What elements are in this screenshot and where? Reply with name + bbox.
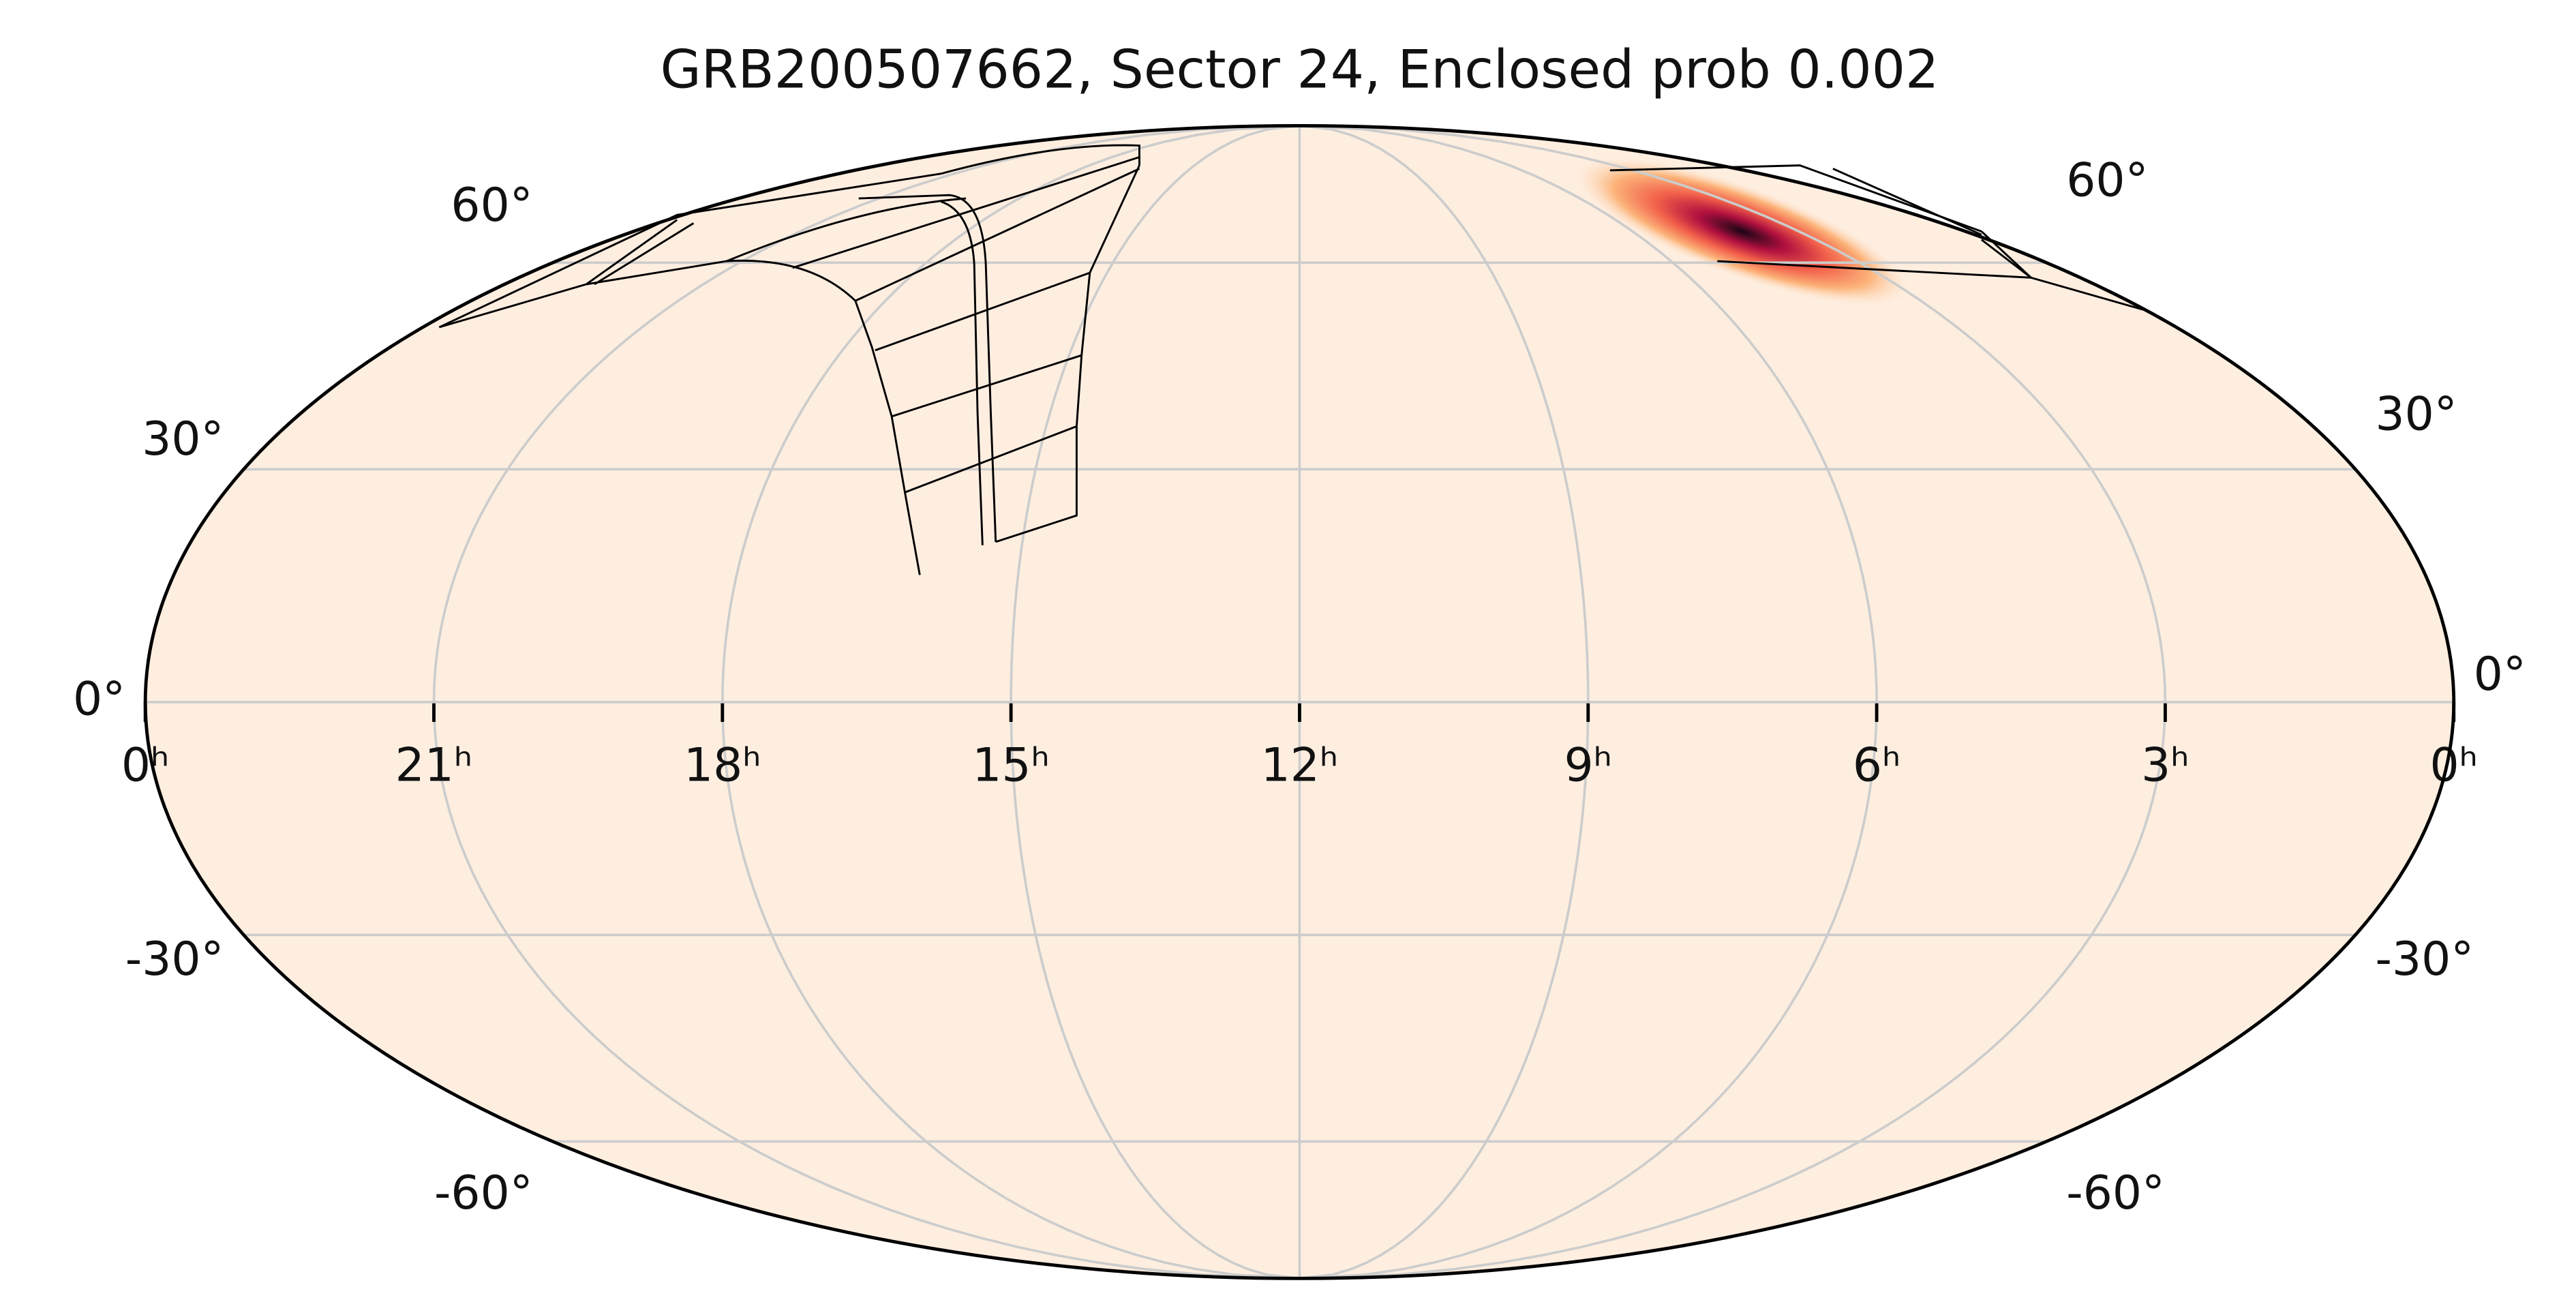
x-tick-label: 12ʰ — [1261, 738, 1339, 791]
x-tick-label: 21ʰ — [395, 738, 473, 791]
y-tick-label: 30° — [142, 412, 224, 466]
sector-footprint — [726, 260, 921, 575]
probability-region — [1571, 155, 1914, 307]
sector-footprint — [1981, 239, 2032, 279]
x-tick-label: 6ʰ — [1853, 738, 1901, 791]
sector-footprint — [855, 168, 1140, 302]
x-tick-label: 0ʰ — [121, 738, 170, 791]
y-tick-label: 0° — [73, 671, 125, 725]
y-tick-label: 60° — [2066, 153, 2148, 207]
y-tick-label: -30° — [125, 932, 224, 986]
sector-footprint — [875, 271, 1091, 352]
sector-footprint — [904, 425, 1077, 494]
sector-footprint — [586, 219, 678, 286]
x-tick-label: 3ʰ — [2141, 738, 2189, 791]
sector-footprint — [941, 200, 984, 545]
sector-footprint — [1717, 260, 2031, 279]
chart-title: GRB200507662, Sector 24, Enclosed prob 0… — [661, 39, 1939, 100]
y-tick-label: 0° — [2474, 647, 2526, 701]
sector-footprint — [891, 354, 1082, 418]
y-tick-label: 30° — [2375, 387, 2457, 441]
sector-footprint — [1832, 168, 1982, 236]
x-tick-label: 9ʰ — [1564, 738, 1612, 791]
sector-footprint — [995, 165, 1140, 543]
plot-area: 0ʰ 21ʰ 18ʰ 15ʰ 12ʰ 9ʰ 6ʰ 3ʰ 0ʰ -60° -60° -30° -30° 0°… — [73, 124, 2526, 1280]
sector-footprint — [438, 144, 1140, 329]
y-tick-label: -60° — [434, 1166, 533, 1220]
x-tick-label: 18ʰ — [684, 738, 761, 791]
sector-footprint — [858, 194, 997, 542]
sector-footprint — [726, 197, 967, 262]
sky-outline — [143, 124, 2456, 1280]
x-tick-label: 0ʰ — [2429, 738, 2478, 791]
sector-footprint — [792, 156, 1140, 269]
y-tick-label: 60° — [451, 178, 532, 232]
y-tick-label: -30° — [2375, 932, 2474, 986]
x-tick-label: 15ʰ — [972, 738, 1050, 791]
sector-footprint — [594, 222, 695, 286]
y-tick-label: -60° — [2066, 1166, 2165, 1220]
